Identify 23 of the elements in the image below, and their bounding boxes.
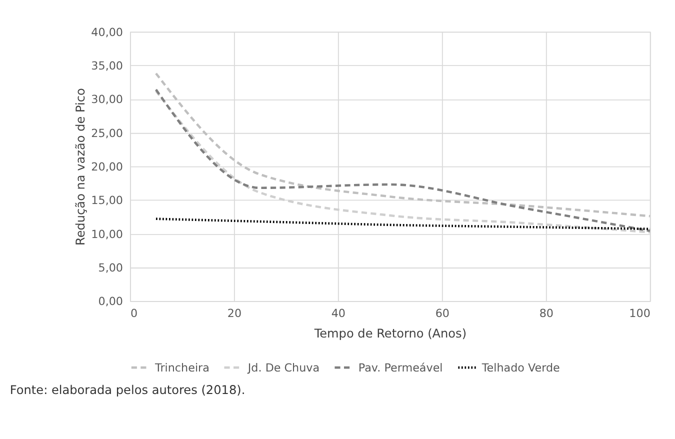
y-tick-label: 25,00 [91, 126, 124, 140]
legend-label: Trincheira [154, 361, 210, 374]
y-tick-label: 30,00 [91, 93, 124, 106]
y-axis-title: Redução na vazão de Pico [74, 88, 88, 246]
y-tick-label: 5,00 [98, 261, 124, 274]
x-tick-label: 40 [331, 307, 346, 320]
x-tick-label: 20 [227, 307, 242, 320]
y-tick-label: 15,00 [91, 194, 124, 208]
legend-label: Telhado Verde [480, 361, 560, 374]
legend-label: Pav. Permeável [358, 361, 443, 374]
x-tick-label: 80 [539, 307, 554, 320]
x-tick-label: 0 [130, 307, 138, 320]
legend-label: Jd. De Chuva [246, 361, 320, 374]
line-series [154, 72, 652, 218]
source-note: Fonte: elaborada pelos autores (2018). [10, 382, 246, 397]
y-tick-label: 40,00 [91, 26, 124, 39]
x-tick-label: 100 [629, 307, 650, 320]
y-tick-label: 35,00 [91, 60, 124, 73]
x-tick-label: 60 [435, 307, 450, 320]
x-axis-title: Tempo de Retorno (Anos) [313, 326, 467, 341]
y-tick-label: 20,00 [91, 160, 124, 174]
y-tick-label: 10,00 [91, 228, 124, 241]
y-tick-label: 0,00 [98, 295, 124, 308]
